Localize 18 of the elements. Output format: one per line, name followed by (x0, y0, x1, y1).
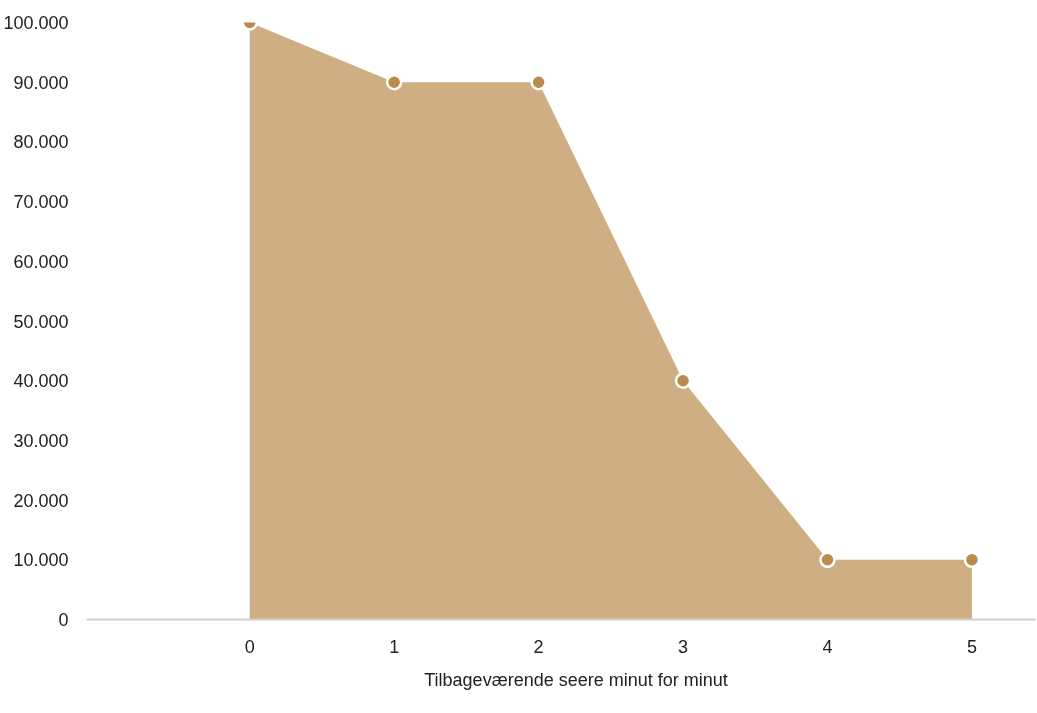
y-tick-label: 100.000 (3, 13, 69, 33)
x-tick-label: 1 (389, 636, 400, 657)
y-tick-label: 10.000 (13, 550, 69, 571)
y-tick-label: 20.000 (13, 490, 69, 511)
y-tick-label: 70.000 (13, 192, 69, 213)
x-tick-label: 3 (678, 636, 689, 657)
y-tick-label: 0 (58, 610, 69, 630)
x-tick-label: 4 (822, 636, 833, 657)
x-tick-label: 0 (244, 636, 255, 657)
y-tick-label: 60.000 (13, 251, 69, 272)
y-tick-label: 30.000 (13, 430, 69, 451)
y-tick-label: 90.000 (13, 72, 69, 93)
y-tick-label: 80.000 (13, 132, 69, 153)
x-tick-label: 2 (533, 636, 544, 657)
y-tick-label: 50.000 (13, 311, 69, 332)
text: Tilbageværende seere minut for minut (424, 669, 728, 691)
x-tick-label: 5 (966, 636, 977, 657)
y-tick-label: 40.000 (13, 371, 69, 392)
